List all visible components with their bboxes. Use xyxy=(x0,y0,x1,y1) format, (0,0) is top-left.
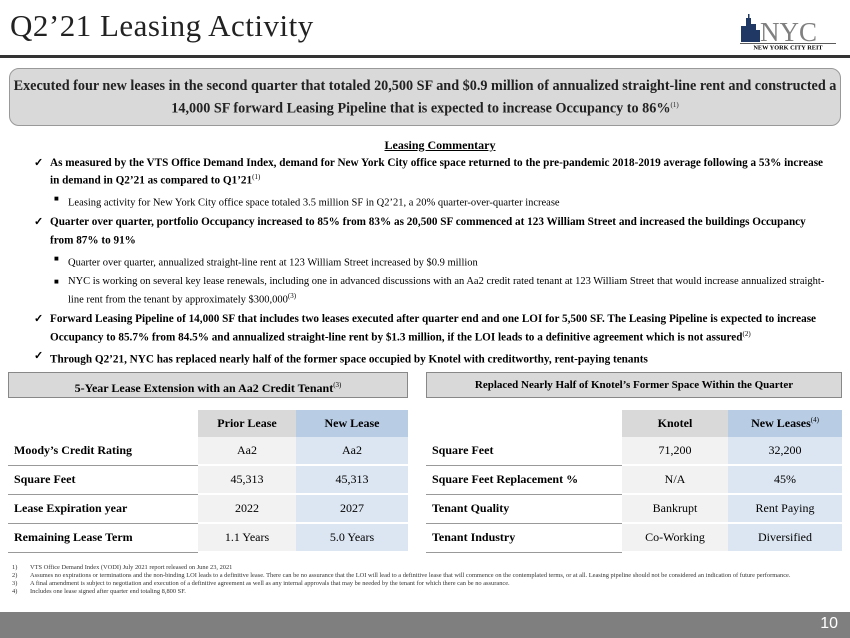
table-cell: 45,313 xyxy=(296,465,408,495)
table-row: Remaining Lease Term 1.1 Years 5.0 Years xyxy=(8,523,408,553)
knotel-replacement-table: Knotel New Leases(4) Square Feet 71,200 32,… xyxy=(426,410,842,553)
title-rule xyxy=(0,55,850,58)
svg-text:NEW YORK CITY REIT: NEW YORK CITY REIT xyxy=(753,45,823,51)
commentary-text: Quarter over quarter, annualized straigh… xyxy=(68,257,478,269)
footnote-ref: (2) xyxy=(742,329,751,338)
commentary-item: ■ Quarter over quarter, annualized straig… xyxy=(50,252,830,271)
row-label: Tenant Quality xyxy=(426,494,622,524)
summary-text: Executed four new leases in the second q… xyxy=(13,78,837,117)
square-bullet-icon: ■ xyxy=(54,253,59,263)
nyc-reit-logo: NYC NEW YORK CITY REIT xyxy=(738,12,838,52)
table-cell: 45,313 xyxy=(198,465,296,495)
table-cell: 32,200 xyxy=(728,437,842,466)
table-row: Tenant Industry Co-Working Diversified xyxy=(426,523,842,553)
svg-text:NYC: NYC xyxy=(760,17,817,47)
page-number: 10 xyxy=(820,615,838,632)
checkmark-icon: ✓ xyxy=(34,156,44,169)
footnote-ref: (1) xyxy=(252,173,261,181)
table-cell: Aa2 xyxy=(296,437,408,466)
col-header: Knotel xyxy=(622,410,728,437)
table-row: Square Feet 45,313 45,313 xyxy=(8,465,408,495)
table-cell: 1.1 Years xyxy=(198,523,296,553)
footnote-number: 2) xyxy=(12,572,18,579)
footer-bar xyxy=(0,612,850,638)
col-header: Prior Lease xyxy=(198,410,296,437)
footnote: 3) A final amendment is subject to negoti… xyxy=(12,580,832,588)
square-bullet-icon: ■ xyxy=(54,276,59,286)
commentary-item: ✓ Forward Leasing Pipeline of 14,000 SF t… xyxy=(34,312,830,345)
table-cell: 2027 xyxy=(296,494,408,524)
commentary-item: ✓ As measured by the VTS Office Demand In… xyxy=(34,156,830,189)
table-cell: Rent Paying xyxy=(728,494,842,524)
table-cell: 71,200 xyxy=(622,437,728,466)
square-bullet-icon: ■ xyxy=(54,194,59,204)
table-cell: 2022 xyxy=(198,494,296,524)
left-table-title: 5-Year Lease Extension with an Aa2 Credi… xyxy=(8,372,408,398)
table-row: Tenant Quality Bankrupt Rent Paying xyxy=(426,494,842,524)
footnote-number: 1) xyxy=(12,564,18,571)
footnote-text: Includes one lease signed after quarter … xyxy=(30,588,186,595)
col-header-text: New Leases xyxy=(751,416,811,430)
summary-sup: (1) xyxy=(670,101,679,109)
commentary-item: ■ Leasing activity for New York City offi… xyxy=(50,192,830,211)
row-label: Square Feet xyxy=(426,437,622,466)
col-header: New Lease xyxy=(296,410,408,437)
footnote: 4) Includes one lease signed after quarte… xyxy=(12,588,832,596)
page-title: Q2’21 Leasing Activity xyxy=(10,8,314,43)
table-row: Moody’s Credit Rating Aa2 Aa2 xyxy=(8,437,408,466)
commentary-text: Leasing activity for New York City offic… xyxy=(68,197,560,209)
footnote-number: 3) xyxy=(12,580,18,587)
row-label: Remaining Lease Term xyxy=(8,523,198,553)
checkmark-icon: ✓ xyxy=(34,350,44,363)
table-cell: 5.0 Years xyxy=(296,523,408,553)
commentary-text: NYC is working on several key lease rene… xyxy=(68,275,825,306)
row-label: Square Feet xyxy=(8,465,198,495)
table-cell: Co-Working xyxy=(622,523,728,553)
table-cell: 45% xyxy=(728,465,842,495)
leasing-commentary: Leasing Commentary ✓ As measured by the V… xyxy=(34,138,830,371)
table-row: Square Feet Replacement % N/A 45% xyxy=(426,465,842,495)
row-label: Lease Expiration year xyxy=(8,494,198,524)
footnote-text: Assumes no expirations or terminations a… xyxy=(30,572,791,579)
footnote: 2) Assumes no expirations or terminations… xyxy=(12,572,832,580)
table-row: Lease Expiration year 2022 2027 xyxy=(8,494,408,524)
row-label: Square Feet Replacement % xyxy=(426,465,622,495)
commentary-item: ■ NYC is working on several key lease ren… xyxy=(50,275,830,309)
table-cell: Aa2 xyxy=(198,437,296,466)
checkmark-icon: ✓ xyxy=(34,216,44,229)
left-table-title-sup: (3) xyxy=(333,381,342,389)
left-table-title-text: 5-Year Lease Extension with an Aa2 Credi… xyxy=(74,381,334,395)
col-header: New Leases(4) xyxy=(728,410,842,437)
commentary-item: ✓ Through Q2’21, NYC has replaced nearly … xyxy=(34,349,830,367)
footnote-ref: (3) xyxy=(287,292,297,301)
table-cell: Bankrupt xyxy=(622,494,728,524)
footnote: 1) VTS Office Demand Index (VODI) July 20… xyxy=(12,564,832,572)
commentary-text: Forward Leasing Pipeline of 14,000 SF th… xyxy=(50,313,817,344)
footnote-text: VTS Office Demand Index (VODI) July 2021… xyxy=(30,564,233,571)
row-label: Tenant Industry xyxy=(426,523,622,553)
table-cell: N/A xyxy=(622,465,728,495)
footnote-text: A final amendment is subject to negotiat… xyxy=(30,580,510,587)
commentary-item: ✓ Quarter over quarter, portfolio Occupan… xyxy=(34,215,830,248)
footnote-number: 4) xyxy=(12,588,18,595)
commentary-text: Through Q2’21, NYC has replaced nearly h… xyxy=(50,353,648,366)
summary-box: Executed four new leases in the second q… xyxy=(9,68,841,126)
checkmark-icon: ✓ xyxy=(34,313,44,326)
commentary-text: Quarter over quarter, portfolio Occupanc… xyxy=(50,216,806,247)
commentary-text: As measured by the VTS Office Demand Ind… xyxy=(50,156,824,187)
commentary-heading: Leasing Commentary xyxy=(384,138,496,152)
col-header-sup: (4) xyxy=(810,416,819,424)
table-row: Square Feet 71,200 32,200 xyxy=(426,437,842,466)
row-label: Moody’s Credit Rating xyxy=(8,437,198,466)
footnotes: 1) VTS Office Demand Index (VODI) July 20… xyxy=(12,564,832,596)
table-cell: Diversified xyxy=(728,523,842,553)
lease-extension-table: Prior Lease New Lease Moody’s Credit Rati… xyxy=(8,410,408,553)
right-table-title: Replaced Nearly Half of Knotel’s Former … xyxy=(426,372,842,398)
